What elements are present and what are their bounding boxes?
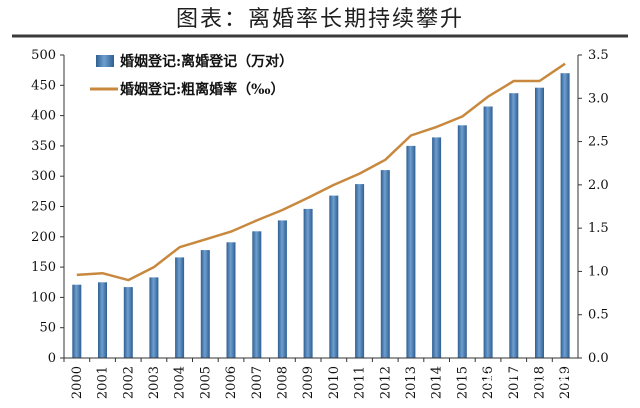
left-tick-label: 500 [31, 48, 56, 63]
watermark: 知乎 @ 王木子白 [486, 370, 601, 388]
x-tick-label: 2000 [70, 366, 85, 399]
right-tick-label: 0.5 [588, 308, 609, 323]
left-tick-label: 0 [48, 351, 56, 366]
left-tick-label: 450 [31, 78, 56, 93]
bar-2007 [252, 231, 262, 358]
x-tick-label: 2006 [224, 366, 239, 399]
legend-bar-label: 婚姻登记:离婚登记（万对） [120, 53, 293, 70]
bar-2019 [560, 73, 570, 358]
bar-2003 [149, 277, 159, 358]
right-tick-label: 2.5 [588, 135, 609, 150]
bar-2009 [303, 208, 313, 358]
right-tick-label: 3.5 [588, 48, 609, 63]
left-tick-label: 350 [31, 139, 56, 154]
right-tick-label: 2.0 [588, 178, 609, 193]
legend-line-label: 婚姻登记:粗离婚率（‰） [120, 81, 285, 98]
left-tick-label: 150 [31, 260, 56, 275]
x-tick-label: 2019 [558, 366, 573, 399]
divorce-rate-line [76, 62, 566, 282]
bar-2016 [483, 106, 493, 358]
left-tick-label: 200 [31, 230, 56, 245]
x-tick-label: 2018 [532, 366, 547, 399]
bar-2002 [123, 287, 133, 358]
x-tick-label: 2013 [404, 366, 419, 399]
x-tick-label: 2017 [507, 366, 522, 399]
x-tick-label: 2007 [250, 366, 265, 399]
line-series [76, 62, 566, 282]
right-tick-label: 0.0 [588, 351, 609, 366]
bar-2011 [355, 184, 365, 358]
bar-2013 [406, 145, 416, 358]
right-tick-label: 1.0 [588, 264, 609, 279]
x-tick-label: 2008 [275, 366, 290, 399]
left-tick-label: 100 [31, 290, 56, 305]
left-tick-label: 400 [31, 109, 56, 124]
bar-2010 [329, 195, 339, 358]
bar-2000 [72, 284, 82, 358]
x-tick-label: 2012 [378, 366, 393, 399]
left-tick-label: 50 [39, 321, 56, 336]
page-title: 图表：离婚率长期持续攀升 [176, 7, 464, 32]
bar-2004 [175, 257, 185, 358]
x-tick-label: 2009 [301, 366, 316, 399]
bar-2017 [509, 93, 519, 358]
x-tick-label: 2016 [481, 366, 496, 399]
bar-2001 [98, 282, 107, 359]
x-tick-label: 2005 [198, 366, 213, 399]
x-tick-label: 2011 [353, 366, 368, 399]
bar-2008 [277, 220, 287, 358]
x-tick-label: 2002 [121, 366, 136, 399]
bar-2005 [200, 250, 210, 358]
left-tick-label: 300 [31, 169, 56, 184]
x-tick-label: 2014 [430, 366, 445, 399]
axes: 0 50 100 150 200 250 300 350 400 450 500 0.0 0.5 1.0 1… [31, 48, 609, 399]
legend: 婚姻登记:离婚登记（万对） 婚姻登记:粗离婚率（‰） [90, 53, 293, 98]
x-tick-label: 2003 [147, 366, 162, 399]
bar-series [72, 73, 570, 359]
bar-2014 [432, 137, 442, 358]
bar-2015 [457, 125, 467, 358]
x-tick-label: 2001 [96, 366, 111, 399]
bar-2012 [380, 170, 390, 358]
right-tick-label: 1.5 [588, 221, 609, 236]
x-tick-label: 2015 [455, 366, 470, 399]
left-tick-label: 250 [31, 200, 56, 215]
bar-2006 [226, 242, 236, 358]
x-tick-label: 2004 [173, 366, 188, 399]
x-tick-label: 2010 [327, 366, 342, 399]
legend-bar-swatch [96, 55, 114, 67]
bar-2018 [535, 87, 544, 358]
right-tick-label: 3.0 [588, 91, 609, 106]
